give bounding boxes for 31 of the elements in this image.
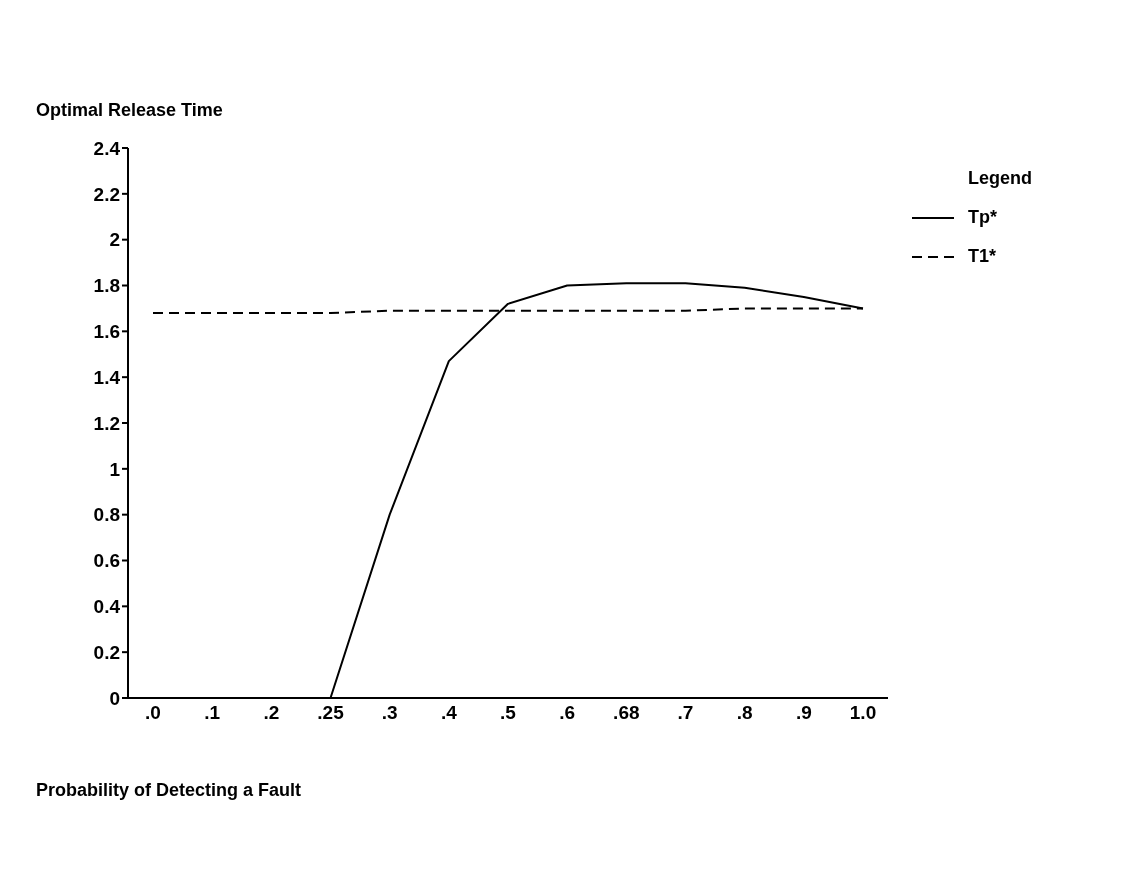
x-tick-label: .9 xyxy=(795,702,812,724)
y-tick-label: 1.2 xyxy=(93,412,120,434)
x-tick-label: .4 xyxy=(440,702,458,724)
y-tick-label: 1 xyxy=(109,458,121,480)
y-tick-label: 2 xyxy=(109,229,120,251)
y-tick-label: 2.2 xyxy=(93,183,120,205)
x-tick-label: .0 xyxy=(145,702,161,724)
y-tick-label: 1.6 xyxy=(93,321,120,343)
x-tick-label: 1.0 xyxy=(849,702,877,724)
x-tick-label: .2 xyxy=(263,702,280,724)
y-tick-label: 1.8 xyxy=(93,275,120,297)
legend-label: Tp* xyxy=(968,207,997,228)
x-tick-label: .68 xyxy=(613,702,640,724)
y-tick-label: 0.4 xyxy=(93,596,121,618)
y-tick-label: 2.4 xyxy=(93,137,121,159)
y-axis-title: Optimal Release Time xyxy=(36,100,223,121)
y-tick-label: 0.2 xyxy=(93,641,120,663)
x-tick-label: .1 xyxy=(204,702,221,724)
y-tick-label: 0.8 xyxy=(93,504,120,526)
legend-label: T1* xyxy=(968,246,997,267)
x-tick-label: .5 xyxy=(500,702,517,724)
legend-title: Legend xyxy=(968,168,1033,189)
y-tick-label: 0 xyxy=(109,687,120,709)
x-axis-title: Probability of Detecting a Fault xyxy=(36,780,302,801)
x-tick-label: .3 xyxy=(381,702,398,724)
x-tick-label: .6 xyxy=(559,702,576,724)
x-tick-label: .8 xyxy=(736,702,753,724)
y-tick-label: 1.4 xyxy=(93,366,121,388)
y-tick-label: 0.6 xyxy=(93,550,120,572)
x-tick-label: .25 xyxy=(317,702,345,724)
x-tick-label: .7 xyxy=(677,702,694,724)
